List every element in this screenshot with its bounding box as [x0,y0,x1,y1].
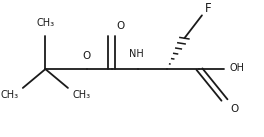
Text: CH₃: CH₃ [0,90,18,100]
Text: O: O [230,104,239,114]
Text: CH₃: CH₃ [73,90,91,100]
Text: F: F [205,2,211,15]
Text: NH: NH [129,49,144,59]
Text: CH₃: CH₃ [36,18,54,28]
Text: OH: OH [229,63,244,73]
Text: O: O [83,51,91,61]
Text: O: O [116,21,125,31]
